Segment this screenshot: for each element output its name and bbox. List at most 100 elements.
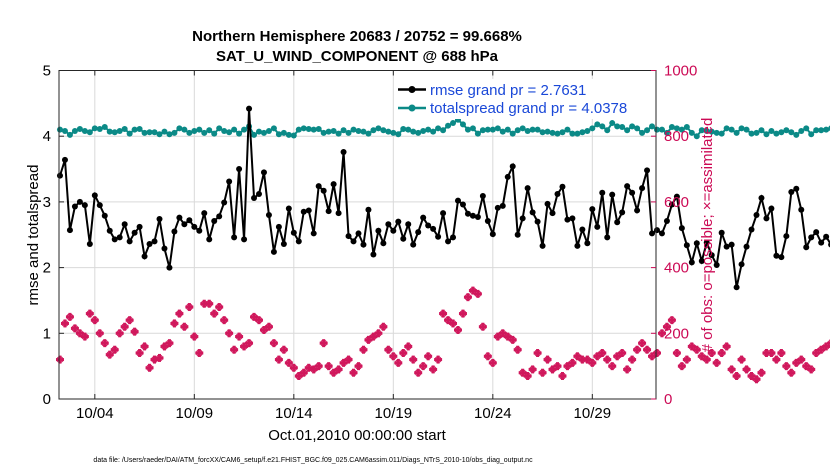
rmse-point	[584, 240, 591, 247]
rmse-point	[410, 241, 417, 248]
rmse-point	[629, 189, 636, 196]
obs-possible-point	[718, 349, 726, 357]
totalspread-point	[106, 128, 113, 135]
obs-possible-point	[444, 316, 452, 324]
y2-tick-label: 0	[664, 391, 672, 408]
rmse-point	[649, 230, 656, 237]
obs-possible-point	[116, 329, 124, 337]
obs-possible-point	[728, 365, 736, 373]
obs-possible-point	[509, 336, 517, 344]
obs-count-series	[55, 286, 830, 384]
totalspread-point	[499, 128, 506, 135]
y2-tick-label: 600	[664, 194, 689, 211]
totalspread-point	[494, 125, 501, 132]
totalspread-point	[768, 127, 775, 134]
rmse-point	[226, 178, 233, 185]
rmse-point	[644, 167, 651, 174]
rmse-point	[171, 228, 178, 235]
y-axis-ticks: 0 1 2 3 4 5	[43, 63, 64, 408]
totalspread-point	[335, 130, 342, 137]
rmse-point	[579, 226, 586, 233]
rmse-point	[310, 230, 317, 237]
y2-tick-label: 400	[664, 260, 689, 277]
rmse-point	[733, 284, 740, 291]
y2-tick-label: 1000	[664, 63, 697, 80]
totalspread-point	[793, 131, 800, 138]
rmse-point	[161, 245, 168, 252]
totalspread-point	[653, 126, 660, 133]
totalspread-point	[798, 127, 805, 134]
totalspread-point	[509, 130, 516, 137]
rmse-point	[116, 234, 123, 241]
obs-possible-point	[558, 372, 566, 380]
rmse-point	[524, 185, 531, 192]
totalspread-point	[186, 129, 193, 136]
rmse-point	[549, 210, 556, 217]
obs-possible-point	[524, 372, 532, 380]
rmse-point	[355, 230, 362, 237]
totalspread-point	[738, 125, 745, 132]
rmse-point	[798, 206, 805, 213]
rmse-point	[803, 244, 810, 251]
obs-possible-point	[399, 349, 407, 357]
totalspread-point	[668, 124, 675, 131]
totalspread-point	[251, 131, 258, 138]
y2-tick-label: 800	[664, 128, 689, 145]
obs-possible-point	[802, 362, 810, 370]
rmse-point	[489, 231, 496, 238]
obs-possible-point	[359, 346, 367, 354]
totalspread-point	[728, 126, 735, 133]
legend-box	[394, 79, 647, 119]
obs-possible-point	[628, 356, 636, 364]
rmse-point	[464, 210, 471, 217]
rmse-point	[295, 238, 302, 245]
y-axis-label: rmse and totalspread	[25, 165, 42, 306]
rmse-point	[91, 192, 98, 199]
rmse-point	[778, 254, 785, 261]
rmse-point	[450, 234, 457, 241]
totalspread-point	[320, 129, 327, 136]
rmse-point	[663, 217, 670, 224]
rmse-series	[56, 105, 830, 291]
obs-possible-point	[494, 333, 502, 341]
obs-possible-point	[782, 362, 790, 370]
obs-possible-point	[469, 287, 477, 295]
totalspread-point	[121, 125, 128, 132]
totalspread-point	[435, 125, 442, 132]
chart-title: Northern Hemisphere 20683 / 20752 = 99.6…	[192, 28, 522, 45]
obs-possible-point	[419, 362, 427, 370]
obs-possible-point	[310, 365, 318, 373]
totalspread-point	[201, 129, 208, 136]
totalspread-point	[300, 125, 307, 132]
obs-possible-point	[613, 352, 621, 360]
rmse-point	[514, 231, 521, 238]
totalspread-point	[305, 125, 312, 132]
rmse-point	[191, 223, 198, 230]
totalspread-point	[146, 129, 153, 136]
rmse-point	[196, 227, 203, 234]
rmse-point	[668, 201, 675, 208]
rmse-point	[554, 191, 561, 198]
rmse-point	[236, 166, 243, 173]
totalspread-point	[365, 130, 372, 137]
totalspread-point	[295, 126, 302, 133]
rmse-point	[469, 212, 476, 219]
totalspread-point	[206, 127, 213, 134]
totalspread-point	[599, 123, 606, 130]
totalspread-point	[808, 131, 815, 138]
rmse-point	[763, 215, 770, 222]
rmse-point	[156, 215, 163, 222]
totalspread-point	[330, 127, 337, 134]
rmse-point	[255, 191, 262, 198]
rmse-point	[813, 229, 820, 236]
obs-possible-point	[340, 359, 348, 367]
obs-possible-point	[752, 375, 760, 383]
totalspread-point	[743, 126, 750, 133]
rmse-point	[445, 238, 452, 245]
rmse-point	[768, 205, 775, 212]
totalspread-point	[280, 129, 287, 136]
rmse-point	[86, 240, 93, 247]
totalspread-point	[658, 126, 665, 133]
obs-possible-point	[170, 319, 178, 327]
obs-possible-point	[708, 349, 716, 357]
